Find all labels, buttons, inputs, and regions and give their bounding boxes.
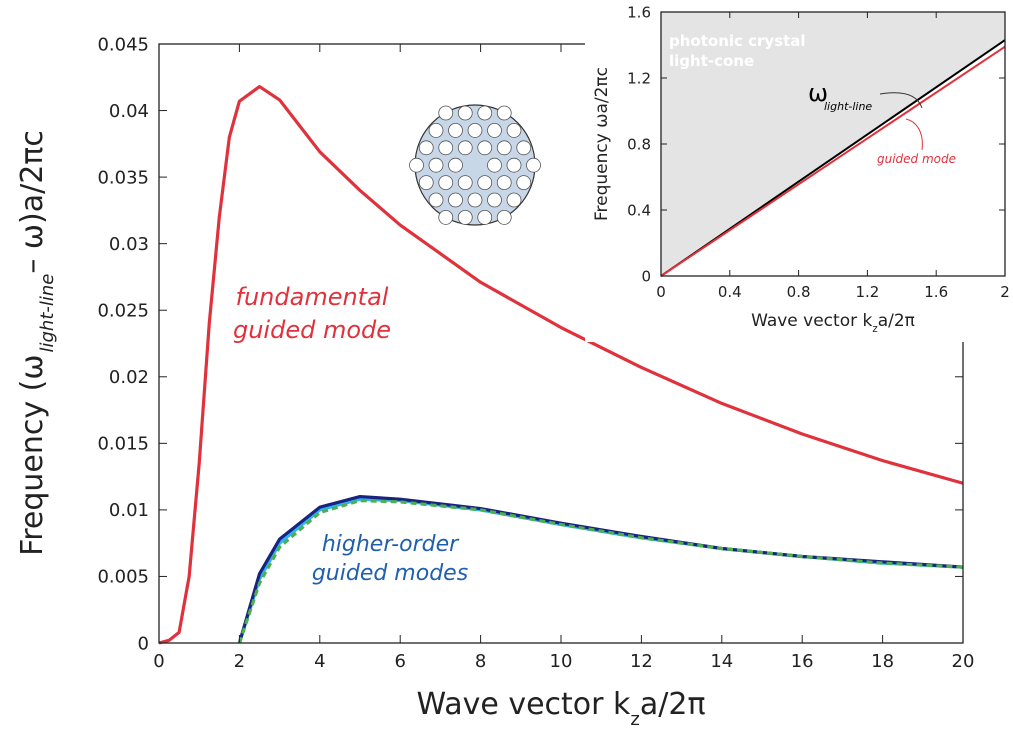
annotation: guided modes	[312, 561, 468, 586]
x-tick-label: 12	[630, 651, 653, 672]
x-tick-label: 0.4	[718, 283, 742, 301]
y-tick-label: 0.005	[97, 567, 149, 588]
air-hole	[506, 157, 522, 173]
annotation: guided mode	[877, 152, 956, 166]
air-hole	[496, 105, 512, 121]
x-axis-label: Wave vector kza/2π	[751, 311, 915, 335]
air-hole	[448, 122, 463, 138]
x-tick-label: 0	[656, 283, 666, 301]
air-hole	[496, 209, 512, 225]
x-tick-label: 10	[550, 651, 573, 672]
air-hole	[418, 175, 434, 191]
axis-label-subscript: z	[630, 709, 639, 730]
air-hole	[516, 140, 532, 156]
air-hole	[438, 209, 454, 225]
annotation: guided mode	[233, 316, 391, 344]
air-hole	[448, 157, 463, 173]
x-tick-label: 4	[314, 651, 325, 672]
x-tick-label: 0	[153, 651, 164, 672]
air-hole	[428, 122, 444, 138]
air-hole	[477, 175, 493, 191]
axis-label-subscript: light-line	[37, 274, 58, 353]
y-tick-label: 0.035	[97, 167, 149, 188]
axis-label-part: Wave vector k	[751, 311, 872, 331]
annotation: photonic crystal	[669, 32, 806, 50]
air-hole	[496, 140, 512, 156]
annotation-leader	[879, 92, 923, 109]
air-hole	[477, 209, 493, 225]
y-tick-label: 0.045	[97, 34, 149, 55]
light-cone-region	[661, 12, 1005, 276]
y-tick-label: 0.02	[109, 367, 149, 388]
air-hole	[438, 175, 454, 191]
air-hole	[438, 140, 454, 156]
y-tick-label: 0.015	[97, 434, 149, 455]
x-axis-label: Wave vector kza/2π	[416, 687, 705, 730]
y-tick-label: 0	[641, 267, 651, 285]
axis-label-subscript: z	[872, 324, 877, 335]
air-hole	[506, 122, 522, 138]
x-tick-label: 16	[791, 651, 814, 672]
air-hole	[467, 192, 483, 208]
air-hole	[516, 175, 532, 191]
annotation-leader	[905, 118, 923, 151]
air-hole	[457, 140, 473, 156]
y-tick-label: 1.2	[627, 69, 651, 87]
y-tick-label: 0	[138, 633, 149, 654]
air-hole	[448, 192, 463, 208]
y-tick-label: 0.03	[109, 234, 149, 255]
air-hole	[418, 140, 434, 156]
air-hole	[457, 105, 473, 121]
air-hole	[496, 175, 512, 191]
air-hole	[467, 122, 483, 138]
axis-label-part: Frequency (ω	[15, 355, 50, 556]
y-axis-label: Frequency ωa/2πc	[592, 67, 612, 221]
air-hole	[409, 157, 424, 173]
x-tick-label: 8	[475, 651, 486, 672]
x-tick-label: 0.8	[787, 283, 811, 301]
y-tick-label: 0.4	[627, 201, 651, 219]
axis-label-part: a/2π	[878, 311, 915, 331]
series-line	[660, 45, 1006, 277]
air-hole	[457, 209, 473, 225]
air-hole	[487, 192, 502, 208]
x-tick-label: 1.2	[855, 283, 879, 301]
y-tick-label: 0.025	[97, 301, 149, 322]
axis-label-part: Wave vector k	[416, 687, 631, 722]
x-tick-label: 20	[952, 651, 975, 672]
x-tick-label: 1.6	[924, 283, 948, 301]
annotation-subscript: light-line	[824, 100, 872, 113]
x-tick-label: 6	[394, 651, 405, 672]
air-hole	[438, 105, 454, 121]
annotation: fundamental	[236, 283, 389, 311]
x-tick-label: 2	[1000, 283, 1010, 301]
series-line	[237, 498, 964, 644]
air-hole	[487, 157, 502, 173]
x-tick-label: 18	[871, 651, 894, 672]
series-line	[158, 85, 964, 645]
air-hole	[477, 140, 493, 156]
axis-label-part: a/2π	[640, 687, 706, 722]
y-tick-label: 0.04	[109, 101, 149, 122]
annotation: light-cone	[669, 52, 754, 70]
air-hole	[506, 192, 522, 208]
x-tick-label: 14	[710, 651, 733, 672]
y-tick-label: 0.01	[109, 500, 149, 521]
air-hole	[428, 192, 444, 208]
axis-label-part: Frequency ωa/2πc	[592, 67, 612, 221]
y-tick-label: 0.8	[627, 135, 651, 153]
air-hole	[428, 157, 444, 173]
x-tick-label: 2	[234, 651, 245, 672]
annotation: higher-order	[322, 532, 460, 557]
annotation: ω	[808, 79, 828, 107]
y-tick-label: 1.6	[627, 3, 651, 21]
air-hole	[477, 105, 493, 121]
y-axis-label: Frequency (ωlight-line– ω)a/2πc	[15, 130, 58, 556]
air-hole	[457, 175, 473, 191]
air-hole	[487, 122, 502, 138]
axis-label-part: – ω)a/2πc	[15, 130, 50, 274]
air-hole	[526, 157, 541, 173]
